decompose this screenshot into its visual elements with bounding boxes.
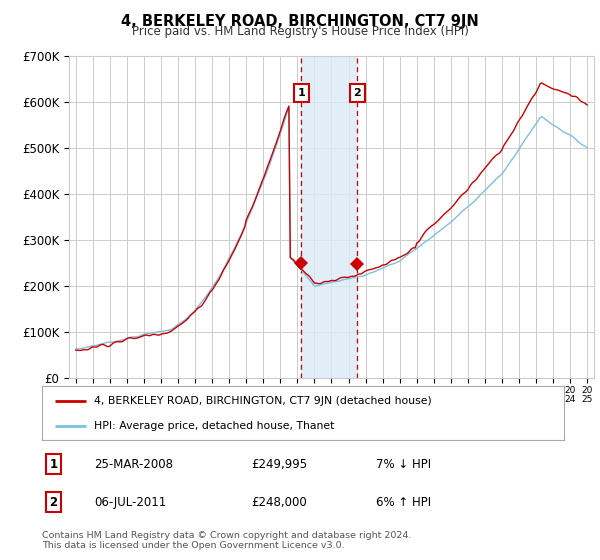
Text: 06-JUL-2011: 06-JUL-2011 (94, 496, 166, 509)
Text: 25-MAR-2008: 25-MAR-2008 (94, 458, 173, 470)
Text: £249,995: £249,995 (251, 458, 307, 470)
Text: 1: 1 (49, 458, 58, 470)
Bar (301, 56, 358, 378)
Text: £248,000: £248,000 (251, 496, 307, 509)
Text: 6% ↑ HPI: 6% ↑ HPI (376, 496, 431, 509)
Text: 7% ↓ HPI: 7% ↓ HPI (376, 458, 431, 470)
Text: 4, BERKELEY ROAD, BIRCHINGTON, CT7 9JN: 4, BERKELEY ROAD, BIRCHINGTON, CT7 9JN (121, 14, 479, 29)
Text: HPI: Average price, detached house, Thanet: HPI: Average price, detached house, Than… (94, 421, 335, 431)
Text: 1: 1 (298, 88, 305, 98)
Text: 4, BERKELEY ROAD, BIRCHINGTON, CT7 9JN (detached house): 4, BERKELEY ROAD, BIRCHINGTON, CT7 9JN (… (94, 396, 432, 407)
Text: 2: 2 (49, 496, 58, 509)
Text: Price paid vs. HM Land Registry's House Price Index (HPI): Price paid vs. HM Land Registry's House … (131, 25, 469, 38)
Text: 2: 2 (353, 88, 361, 98)
Text: Contains HM Land Registry data © Crown copyright and database right 2024.
This d: Contains HM Land Registry data © Crown c… (42, 531, 412, 550)
